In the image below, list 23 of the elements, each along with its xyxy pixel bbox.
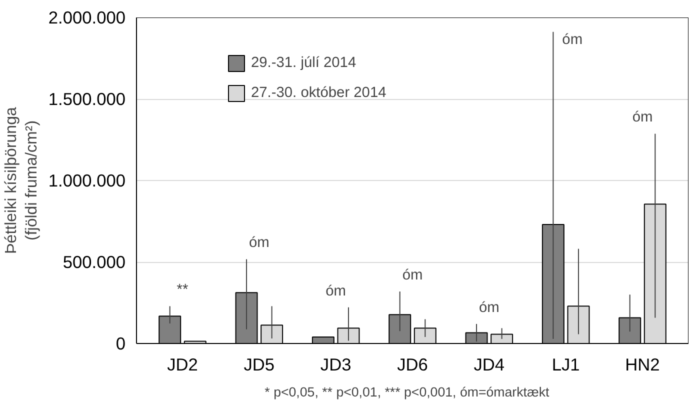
x-tick-label: JD4 <box>474 354 505 374</box>
y-tick-label: 500.000 <box>62 252 126 272</box>
annotation: óm <box>248 235 270 252</box>
annotation: óm <box>562 32 583 48</box>
x-tick-label: JD3 <box>320 354 352 374</box>
legend-label: 29.-31. júlí 2014 <box>251 55 356 71</box>
y-axis-title: Þéttleiki kísilþörunga (fjöldi fruma/cm²) <box>3 107 40 254</box>
x-tick-label: JD5 <box>244 354 275 374</box>
annotation: ** <box>176 282 188 298</box>
x-tick-label: JD6 <box>397 354 428 374</box>
text: * p<0,05, ** p<0,01, *** p<0,001, óm=ómarktækt <box>264 384 550 400</box>
y-tick-label: 2.000.000 <box>48 8 126 28</box>
annotation: óm <box>478 300 500 316</box>
x-tick-label: HN2 <box>625 354 660 374</box>
x-tick-label: LJ1 <box>552 354 580 374</box>
y-tick-label: 1.500.000 <box>48 89 126 109</box>
legend-label: 27.-30. október 2014 <box>251 85 386 101</box>
y-tick-label: 0 <box>116 334 126 354</box>
annotation: óm <box>402 268 423 284</box>
x-tick-label: JD2 <box>167 354 198 374</box>
annotation: óm <box>632 110 653 126</box>
annotation: óm <box>326 283 346 300</box>
y-tick-label: 1.000.000 <box>48 170 126 190</box>
